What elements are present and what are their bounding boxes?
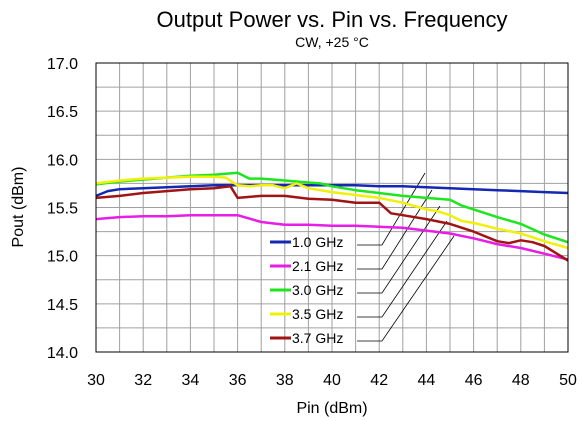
- y-tick-label: 15.5: [47, 201, 78, 218]
- y-tick-label: 16.0: [47, 152, 78, 169]
- y-axis-label: Pout (dBm): [10, 167, 27, 248]
- x-tick-label: 34: [182, 372, 200, 389]
- x-tick-label: 30: [87, 372, 105, 389]
- y-tick-label: 17.0: [47, 56, 78, 73]
- series-line-3-5-ghz: [95, 175, 569, 250]
- plot-frame: [95, 62, 569, 353]
- legend-label: 3.7 GHz: [292, 330, 343, 346]
- x-tick-label: 48: [512, 372, 530, 389]
- x-tick-label: 44: [418, 372, 436, 389]
- legend-label: 3.0 GHz: [292, 282, 343, 298]
- series-line-2-1-ghz: [95, 213, 569, 261]
- y-tick-label: 15.0: [47, 249, 78, 266]
- x-tick-label: 50: [559, 372, 577, 389]
- x-tick-label: 46: [465, 372, 483, 389]
- y-tick-label: 16.5: [47, 104, 78, 121]
- x-tick-label: 40: [323, 372, 341, 389]
- series-line-1-0-ghz: [95, 184, 569, 198]
- legend-leader-line: [357, 220, 448, 318]
- y-tick-labels: 14.0 14.5 15.0 15.5 16.0 16.5 17.0: [47, 56, 78, 362]
- chart-title: Output Power vs. Pin vs. Frequency: [157, 7, 508, 32]
- series-line-3-7-ghz: [95, 185, 569, 262]
- legend-label: 2.1 GHz: [292, 258, 343, 274]
- legend-label: 1.0 GHz: [292, 234, 343, 250]
- series-layer: [95, 171, 569, 262]
- legend-label: 3.5 GHz: [292, 306, 343, 322]
- x-tick-label: 38: [276, 372, 294, 389]
- chart-subtitle: CW, +25 °C: [295, 34, 369, 50]
- x-tick-label: 32: [134, 372, 152, 389]
- y-tick-label: 14.5: [47, 297, 78, 314]
- x-tick-labels: 30 32 34 36 38 40 42 44 46 48 50: [87, 372, 577, 389]
- grid: [96, 63, 568, 352]
- legend-leader-lines: [357, 172, 455, 342]
- x-axis-label: Pin (dBm): [296, 400, 367, 417]
- x-tick-label: 36: [229, 372, 247, 389]
- x-tick-label: 42: [370, 372, 388, 389]
- legend-leader-line: [357, 205, 441, 294]
- legend-leader-line: [357, 235, 455, 342]
- legend: 1.0 GHz 2.1 GHz 3.0 GHz 3.5 GHz 3.7 GHz: [270, 234, 343, 346]
- y-tick-label: 14.0: [47, 345, 78, 362]
